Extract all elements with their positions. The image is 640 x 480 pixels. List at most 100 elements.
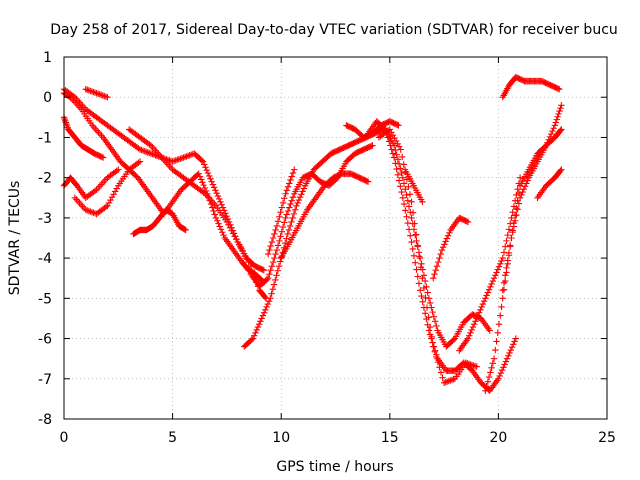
data-point: [206, 172, 213, 180]
data-point: [91, 187, 99, 195]
data-point: [367, 142, 375, 150]
data-point: [558, 126, 565, 133]
data-series: [343, 118, 402, 141]
data-point: [267, 242, 274, 250]
data-point: [234, 238, 241, 246]
data-point: [557, 167, 564, 174]
data-point: [96, 91, 103, 98]
data-point: [395, 160, 403, 168]
data-point: [181, 153, 189, 161]
data-point: [433, 353, 440, 361]
data-point: [215, 195, 223, 203]
data-point: [260, 309, 268, 316]
data-point: [248, 336, 255, 343]
data-point: [88, 88, 96, 95]
data-point: [436, 254, 443, 262]
data-point: [554, 85, 562, 92]
data-point: [398, 169, 405, 177]
data-point: [363, 177, 371, 185]
data-point: [488, 364, 495, 372]
data-point: [91, 89, 99, 96]
data-point: [550, 125, 557, 132]
data-point: [264, 300, 272, 308]
data-point: [466, 332, 473, 339]
data-point: [393, 165, 400, 173]
data-point: [431, 271, 438, 278]
data-point: [544, 139, 551, 146]
data-point: [286, 204, 293, 211]
x-tick-label: 25: [598, 430, 616, 446]
data-point: [500, 279, 508, 287]
data-point: [486, 327, 493, 334]
data-point: [425, 314, 432, 321]
data-point: [505, 226, 513, 233]
data-point: [477, 306, 484, 314]
data-point: [288, 218, 295, 226]
data-point: [287, 176, 294, 184]
data-series: [60, 114, 107, 161]
data-point: [438, 246, 446, 254]
data-point: [255, 320, 263, 328]
data-point: [493, 269, 500, 276]
data-point: [503, 264, 510, 272]
data-point: [501, 361, 508, 368]
data-point: [502, 272, 509, 279]
data-point: [286, 180, 293, 187]
data-point: [175, 156, 183, 163]
data-point: [505, 249, 513, 257]
data-point: [399, 194, 407, 201]
data-point: [220, 231, 227, 239]
data-point: [497, 312, 504, 319]
data-point: [182, 226, 189, 234]
data-point: [485, 286, 493, 293]
data-point: [147, 150, 155, 157]
data-point: [503, 355, 511, 362]
data-point: [289, 214, 296, 222]
y-tick-label: -4: [38, 251, 52, 267]
data-point: [492, 272, 499, 279]
data-point: [233, 235, 240, 243]
data-point: [508, 234, 515, 242]
data-point: [277, 233, 284, 240]
data-point: [487, 369, 494, 376]
data-point: [494, 266, 501, 273]
data-point: [404, 219, 411, 227]
data-point: [254, 323, 262, 331]
data-point: [390, 142, 398, 149]
data-point: [503, 237, 510, 245]
y-tick-label: -7: [38, 372, 52, 388]
data-point: [467, 329, 474, 337]
data-point: [298, 191, 305, 198]
data-point: [394, 156, 402, 163]
data-point: [392, 146, 399, 154]
data-point: [508, 343, 516, 351]
data-point: [184, 152, 192, 160]
data-point: [408, 238, 415, 246]
data-point: [554, 113, 561, 120]
data-point: [444, 232, 452, 239]
data-point: [295, 196, 303, 204]
data-point: [504, 231, 511, 239]
data-point: [199, 158, 207, 165]
data-point: [421, 277, 429, 285]
data-point: [463, 218, 470, 225]
data-point: [410, 226, 418, 233]
data-point: [242, 253, 249, 260]
data-point: [518, 191, 525, 199]
data-point: [435, 258, 442, 266]
data-point: [464, 360, 471, 367]
data-point: [409, 209, 417, 216]
data-point: [237, 244, 245, 251]
data-point: [462, 359, 470, 366]
data-point: [403, 213, 410, 220]
data-point: [515, 200, 523, 207]
data-point: [392, 160, 399, 167]
data-point: [506, 349, 513, 357]
data-series: [499, 73, 563, 101]
data-point: [555, 110, 562, 118]
data-point: [468, 361, 476, 369]
data-point: [504, 257, 511, 264]
data-point: [101, 92, 108, 100]
